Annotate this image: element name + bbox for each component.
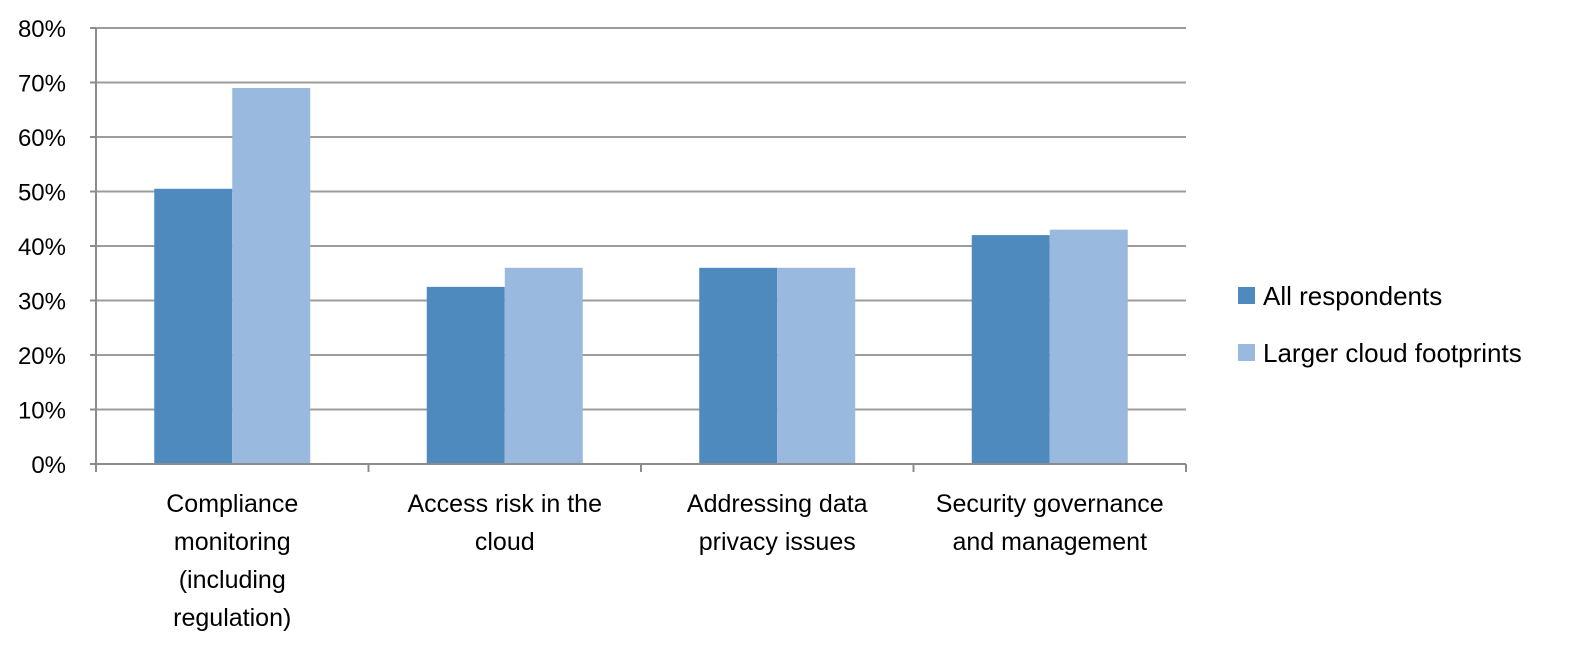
x-category-label: Security governance and management <box>936 490 1164 556</box>
y-tick-label: 20% <box>18 343 66 370</box>
y-tick-label: 40% <box>18 234 66 261</box>
legend-swatch <box>1238 287 1255 304</box>
bar-series-1 <box>154 188 233 464</box>
y-tick-label: 70% <box>18 71 66 98</box>
x-category-label: Compliance monitoring (including regulation… <box>166 490 298 632</box>
bar-series-2 <box>232 87 311 464</box>
x-category-label: Access risk in the cloud <box>407 490 602 556</box>
legend-label: All respondents <box>1263 281 1442 311</box>
y-tick-label: 50% <box>18 180 66 207</box>
bar-series-2 <box>504 267 583 464</box>
y-tick-label: 0% <box>31 452 66 479</box>
legend: All respondents Larger cloud footprints <box>1238 281 1522 368</box>
bar-series-2 <box>777 267 856 464</box>
y-tick-label: 60% <box>18 125 66 152</box>
bar-series-1 <box>699 267 778 464</box>
x-axis-category-labels: Compliance monitoring (including regulation… <box>166 490 1163 632</box>
bar-series-1 <box>971 235 1050 464</box>
axes <box>90 27 1187 472</box>
legend-swatch <box>1238 344 1255 361</box>
legend-label: Larger cloud footprints <box>1263 338 1522 368</box>
bar-series-2 <box>1049 229 1128 464</box>
y-axis-tick-labels: 0% 10% 20% 30% 40% 50% 60% 70% 80% <box>18 16 66 479</box>
y-tick-label: 80% <box>18 16 66 43</box>
y-tick-label: 30% <box>18 289 66 316</box>
y-tick-label: 10% <box>18 398 66 425</box>
x-category-label: Addressing data privacy issues <box>687 490 868 556</box>
bar-series-1 <box>426 286 505 464</box>
bars <box>154 87 1128 464</box>
